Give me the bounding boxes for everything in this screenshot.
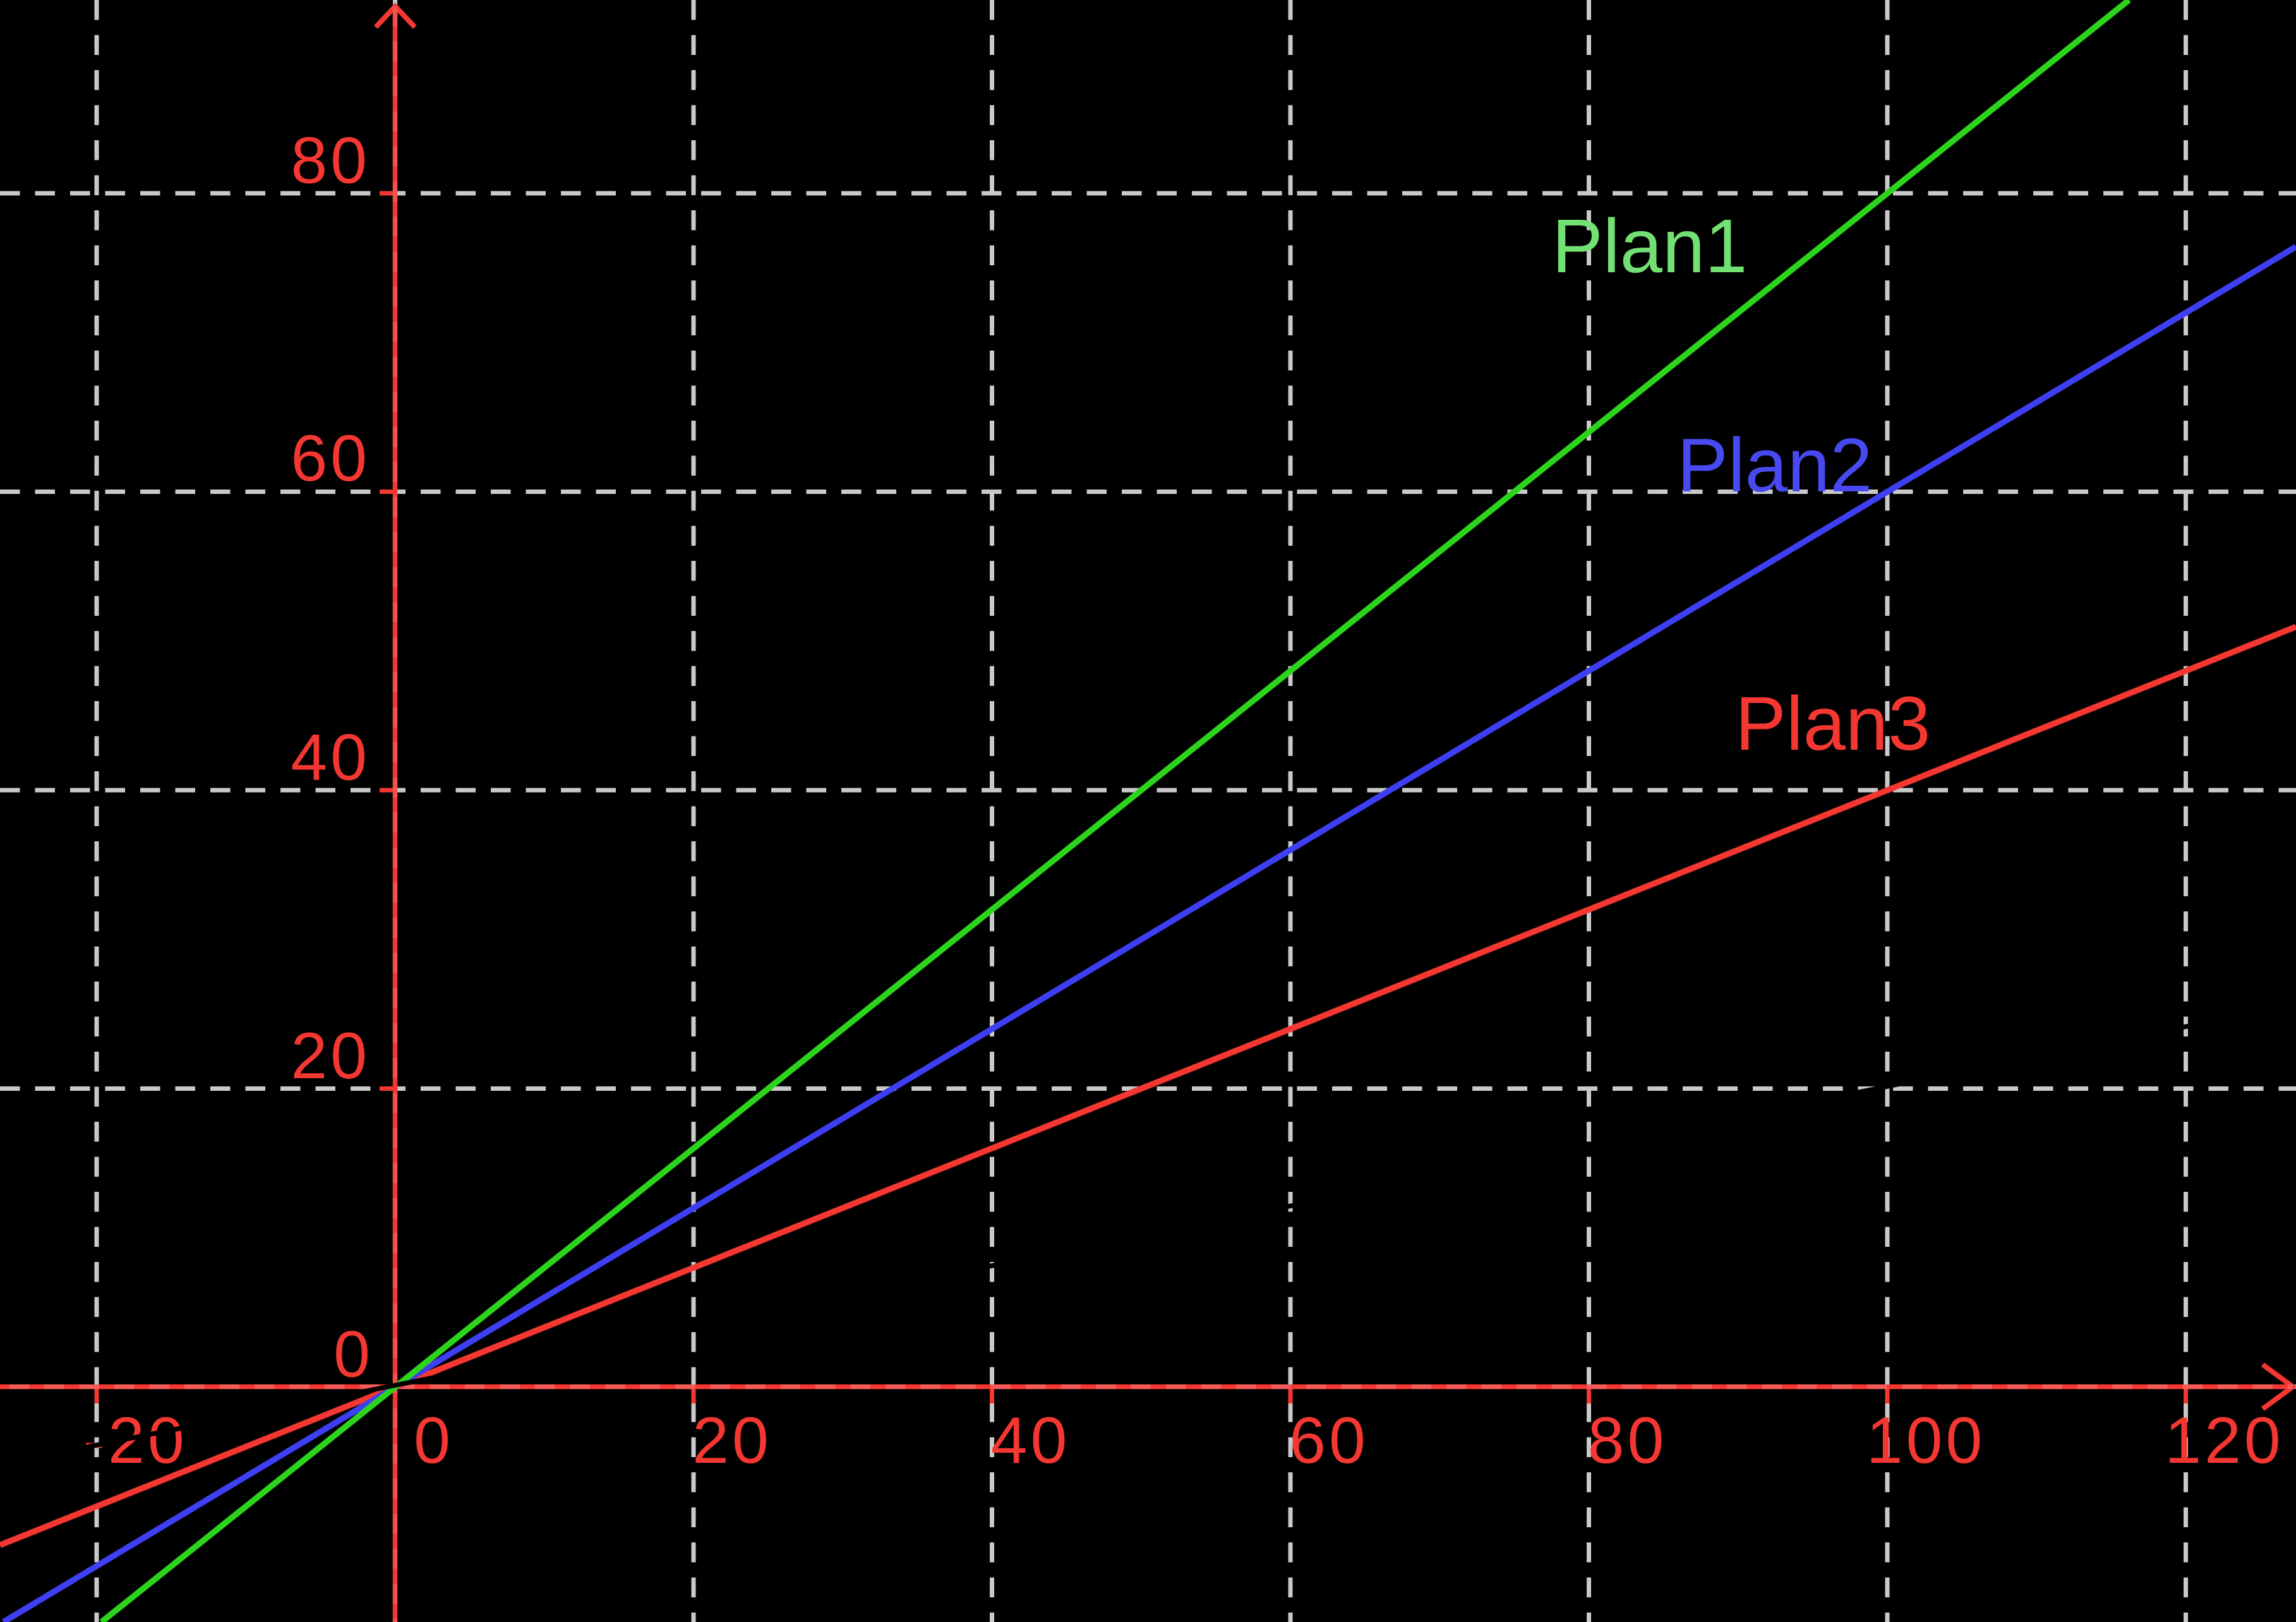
- svg-text:120: 120: [2165, 1404, 2284, 1477]
- svg-text:40: 40: [991, 1404, 1071, 1477]
- svg-text:60: 60: [291, 422, 370, 495]
- svg-text:40: 40: [291, 721, 370, 795]
- svg-text:Plan3: Plan3: [1735, 680, 1930, 766]
- svg-text:20: 20: [692, 1404, 772, 1477]
- svg-text:100: 100: [1866, 1404, 1986, 1477]
- svg-text:60: 60: [1289, 1404, 1369, 1477]
- svg-text:-20: -20: [83, 1404, 187, 1477]
- svg-text:0: 0: [334, 1318, 373, 1391]
- svg-text:Plan1: Plan1: [1552, 203, 1747, 289]
- svg-text:20: 20: [291, 1019, 370, 1093]
- svg-text:80: 80: [1588, 1404, 1668, 1477]
- svg-text:0: 0: [414, 1404, 454, 1477]
- svg-text:Plan2: Plan2: [1677, 422, 1872, 508]
- svg-text:80: 80: [291, 124, 370, 198]
